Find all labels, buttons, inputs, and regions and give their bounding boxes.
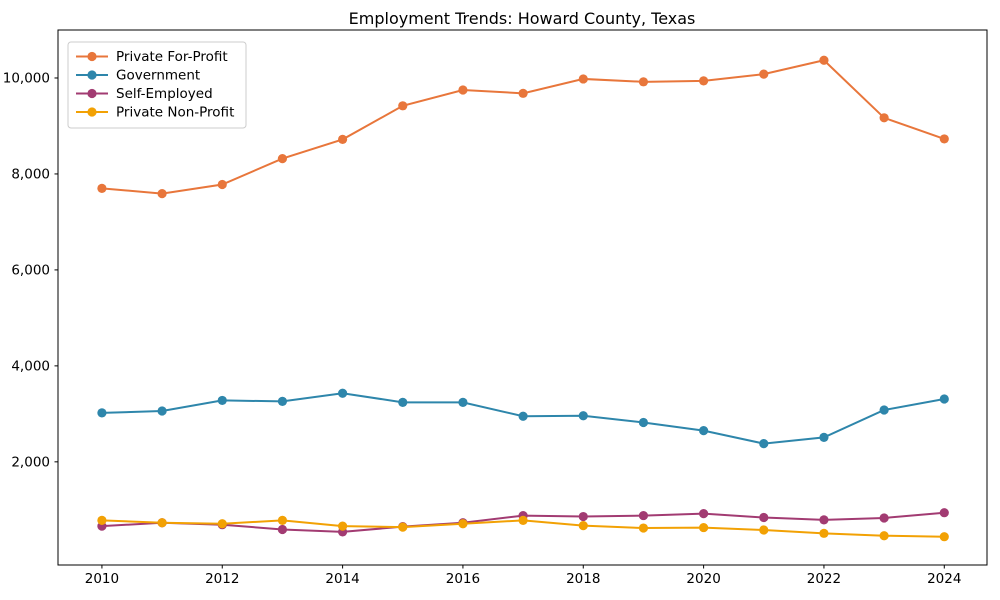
data-point bbox=[277, 396, 288, 406]
data-point bbox=[97, 183, 107, 193]
legend-label: Self-Employed bbox=[116, 86, 213, 102]
data-point bbox=[879, 405, 889, 415]
data-point bbox=[157, 518, 167, 528]
legend-marker-icon bbox=[87, 70, 97, 80]
data-point bbox=[879, 113, 889, 123]
data-point bbox=[759, 512, 769, 523]
data-point bbox=[638, 510, 649, 521]
x-tick-label: 2010 bbox=[85, 571, 119, 587]
legend: Private For-Profit Government Self-Employe… bbox=[67, 41, 247, 129]
data-point bbox=[699, 76, 709, 86]
data-point bbox=[458, 519, 468, 529]
data-point bbox=[819, 528, 829, 538]
legend-marker-icon bbox=[87, 107, 97, 117]
legend-box bbox=[67, 41, 247, 129]
data-point bbox=[578, 511, 588, 522]
data-point bbox=[337, 388, 348, 398]
data-point bbox=[337, 134, 348, 144]
legend-item-private-non-profit: Private Non-Profit bbox=[76, 105, 234, 121]
data-point bbox=[638, 417, 649, 428]
data-point bbox=[819, 432, 829, 442]
data-point bbox=[578, 74, 588, 84]
data-point bbox=[759, 439, 769, 449]
data-point bbox=[458, 397, 468, 407]
data-point bbox=[217, 395, 227, 406]
data-point bbox=[277, 524, 288, 535]
x-tick-label: 2016 bbox=[446, 571, 480, 587]
legend-marker-icon bbox=[87, 88, 97, 99]
y-tick-label: 10,000 bbox=[3, 70, 50, 86]
x-tick-label: 2024 bbox=[927, 571, 961, 587]
x-tick-label: 2018 bbox=[566, 571, 600, 587]
plot-area: 2,000 4,000 6,000 8,000 10,000 2010 2012 2014 20… bbox=[3, 29, 988, 587]
legend-label: Private Non-Profit bbox=[116, 105, 234, 121]
data-point bbox=[638, 77, 649, 87]
data-point bbox=[939, 134, 949, 144]
data-point bbox=[157, 406, 167, 416]
legend-label: Private For-Profit bbox=[116, 49, 228, 65]
x-tick-label: 2020 bbox=[686, 571, 720, 587]
data-point bbox=[398, 397, 408, 407]
data-point bbox=[759, 69, 769, 79]
data-point bbox=[277, 515, 288, 525]
data-point bbox=[518, 88, 528, 98]
data-point bbox=[518, 411, 528, 421]
legend-item-government: Government bbox=[76, 68, 200, 84]
data-point bbox=[97, 408, 107, 418]
data-point bbox=[638, 523, 649, 533]
data-point bbox=[939, 532, 949, 542]
legend-item-self-employed: Self-Employed bbox=[76, 86, 213, 102]
data-point bbox=[819, 55, 829, 65]
legend-marker-icon bbox=[87, 51, 97, 62]
data-point bbox=[819, 515, 829, 525]
y-tick-label: 8,000 bbox=[11, 166, 50, 182]
x-tick-label: 2022 bbox=[807, 571, 841, 587]
axes-box bbox=[57, 29, 988, 566]
y-tick-label: 2,000 bbox=[11, 454, 50, 470]
y-tick-label: 4,000 bbox=[11, 358, 50, 374]
data-point bbox=[699, 522, 709, 533]
data-point bbox=[97, 515, 107, 525]
data-point bbox=[578, 411, 588, 421]
data-point bbox=[518, 515, 528, 525]
data-point bbox=[277, 153, 288, 164]
data-point bbox=[398, 522, 408, 532]
data-point bbox=[939, 394, 949, 404]
legend-label: Government bbox=[116, 68, 200, 84]
data-point bbox=[398, 101, 408, 111]
data-point bbox=[699, 509, 709, 519]
data-point bbox=[578, 521, 588, 531]
data-point bbox=[217, 179, 227, 190]
chart-title: Employment Trends: Howard County, Texas bbox=[349, 9, 696, 28]
data-point bbox=[337, 521, 348, 531]
y-tick-label: 6,000 bbox=[11, 262, 50, 278]
data-point bbox=[879, 531, 889, 541]
data-point bbox=[458, 85, 468, 95]
data-point bbox=[157, 189, 167, 199]
data-point bbox=[217, 519, 227, 529]
legend-item-private-for-profit: Private For-Profit bbox=[76, 49, 228, 65]
data-point bbox=[879, 513, 889, 523]
data-point bbox=[759, 525, 769, 535]
x-tick-label: 2012 bbox=[205, 571, 239, 587]
x-tick-label: 2014 bbox=[325, 571, 359, 587]
data-point bbox=[699, 426, 709, 436]
data-point bbox=[939, 508, 949, 518]
